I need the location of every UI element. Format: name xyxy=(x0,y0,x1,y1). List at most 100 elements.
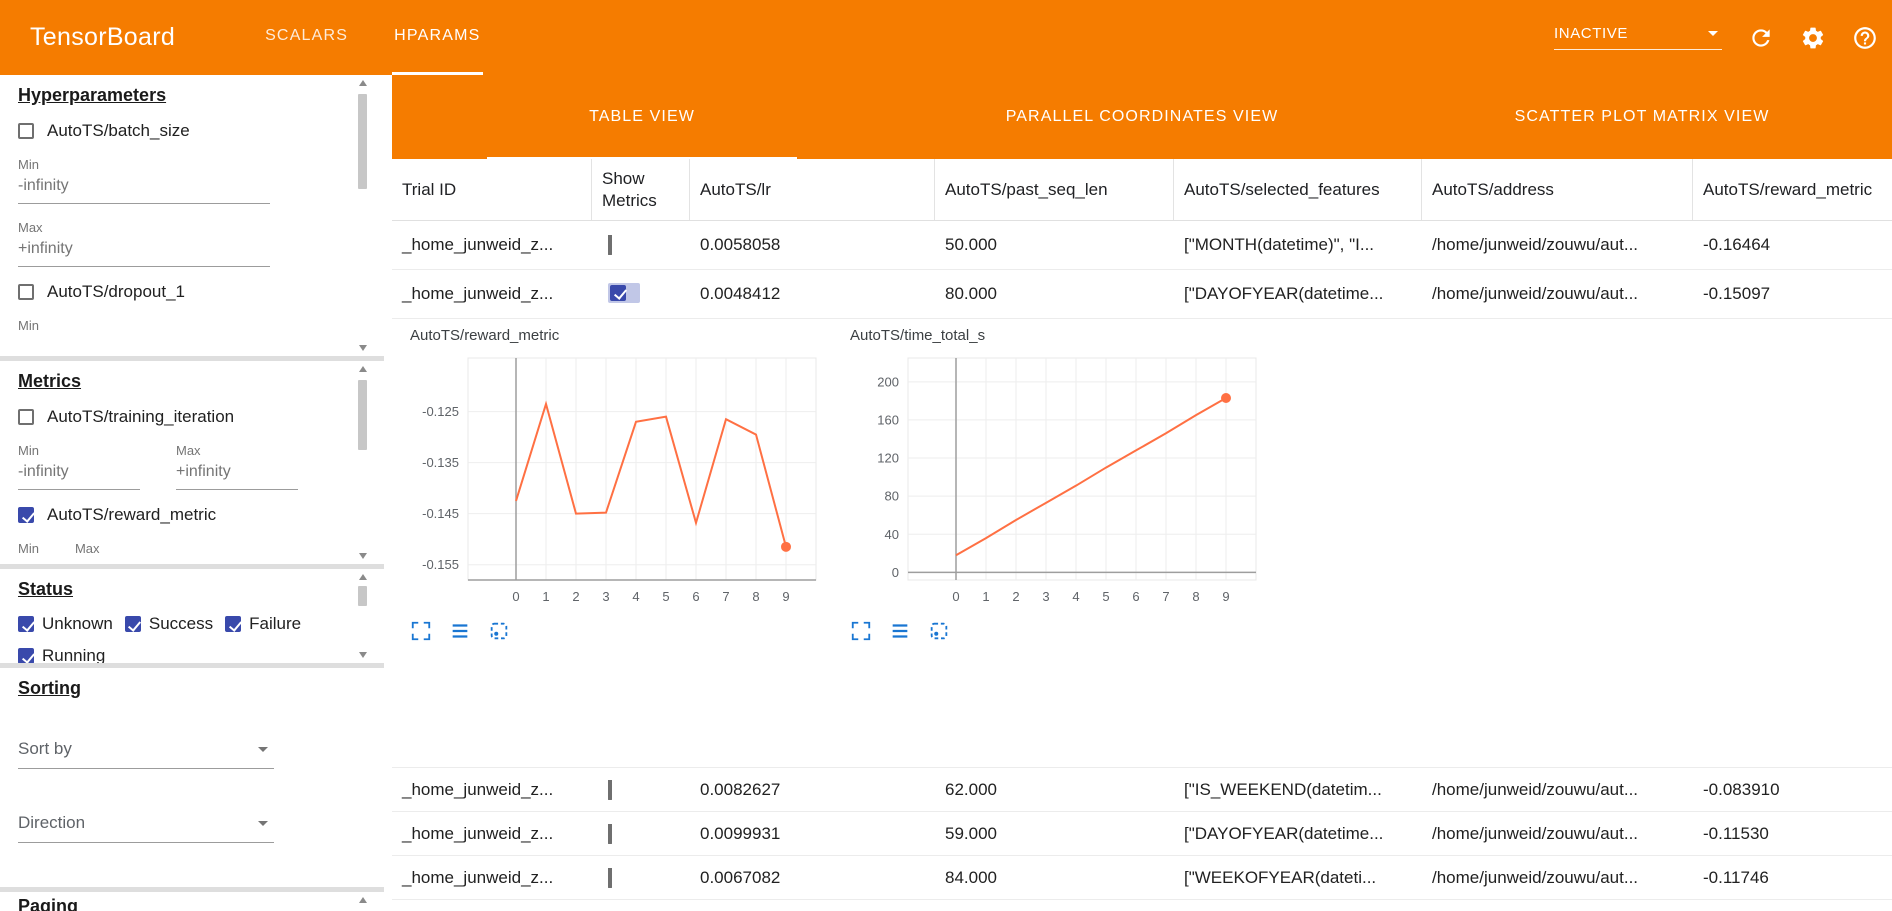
fit-domain-icon[interactable] xyxy=(488,620,510,642)
status-running-checkbox[interactable] xyxy=(18,648,34,663)
svg-text:40: 40 xyxy=(885,527,899,542)
metric-reward-label: AutoTS/reward_metric xyxy=(47,505,217,524)
status-option-running: Running xyxy=(18,646,105,663)
sorting-title: Sorting xyxy=(18,678,81,698)
svg-text:3: 3 xyxy=(1042,589,1049,604)
scrollbar[interactable] xyxy=(357,366,368,559)
column-lr: AutoTS/lr xyxy=(690,159,935,220)
hparam-dropout-label: AutoTS/dropout_1 xyxy=(47,282,185,301)
min-label: Min xyxy=(18,443,39,458)
address-cell: /home/junweid/zouwu/aut... xyxy=(1432,867,1639,887)
selected-features-cell: ["DAYOFYEAR(datetime... xyxy=(1184,823,1384,843)
expand-icon[interactable] xyxy=(410,620,432,642)
scrollbar[interactable] xyxy=(357,574,368,658)
metric-reward-checkbox[interactable] xyxy=(18,507,34,523)
status-options: Unknown Success Failure Running xyxy=(18,614,350,663)
min-label: Min xyxy=(18,541,39,556)
table-row[interactable]: _home_junweid_z... 0.0067082 84.000 ["WE… xyxy=(392,856,1892,900)
max-input[interactable] xyxy=(18,237,270,267)
show-metrics-cell xyxy=(592,282,690,306)
metrics-title: Metrics xyxy=(18,371,82,391)
column-address: AutoTS/address xyxy=(1422,159,1693,220)
selected-features-cell: ["DAYOFYEAR(datetime... xyxy=(1184,284,1384,303)
address-cell: /home/junweid/zouwu/aut... xyxy=(1432,235,1639,254)
metric-training-iteration-checkbox[interactable] xyxy=(18,409,34,425)
help-icon[interactable] xyxy=(1852,25,1878,51)
scrollbar[interactable] xyxy=(357,80,368,351)
table-row[interactable]: _home_junweid_z... 0.0048412 80.000 ["DA… xyxy=(392,270,1892,319)
past-seq-len-cell: 50.000 xyxy=(945,235,997,254)
status-option-success: Success xyxy=(124,614,214,634)
show-metrics-checkbox[interactable] xyxy=(608,867,612,888)
tab-parallel-coordinates-view[interactable]: PARALLEL COORDINATES VIEW xyxy=(1005,108,1279,125)
svg-text:5: 5 xyxy=(662,589,669,604)
settings-gear-icon[interactable] xyxy=(1800,25,1826,51)
table-row[interactable]: _home_junweid_z... 0.0058058 50.000 ["MO… xyxy=(392,221,1892,270)
show-metrics-checkbox[interactable] xyxy=(608,823,612,844)
lr-cell: 0.0048412 xyxy=(700,284,781,303)
max-input[interactable] xyxy=(176,460,298,490)
show-metrics-checkbox[interactable] xyxy=(610,284,626,301)
scrollbar-thumb[interactable] xyxy=(358,586,367,606)
chevron-down-icon xyxy=(258,820,268,826)
scrollbar-thumb[interactable] xyxy=(358,380,367,450)
tab-scatter-plot-matrix-view[interactable]: SCATTER PLOT MATRIX VIEW xyxy=(1514,108,1770,125)
hparam-batch-size-checkbox[interactable] xyxy=(18,123,34,139)
sort-by-select[interactable]: Sort by xyxy=(18,739,274,769)
reward-metric-line-chart[interactable]: -0.125 -0.135 -0.145 -0.155 0 1 2 3 4 5 6 7 8 9 xyxy=(404,346,828,614)
table-row[interactable]: _home_junweid_z... 0.0082627 62.000 ["IS… xyxy=(392,768,1892,812)
scroll-up-icon[interactable] xyxy=(358,574,367,580)
scroll-down-icon[interactable] xyxy=(358,553,367,559)
past-seq-len-cell: 80.000 xyxy=(945,284,997,303)
reward-metric-cell: -0.11530 xyxy=(1703,823,1769,843)
direction-select[interactable]: Direction xyxy=(18,813,274,843)
chart-title: AutoTS/time_total_s xyxy=(850,327,986,344)
tab-hparams[interactable]: HPARAMS xyxy=(392,0,483,75)
address-cell: /home/junweid/zouwu/aut... xyxy=(1432,284,1639,303)
min-input[interactable] xyxy=(18,174,270,204)
metrics-panel: Metrics AutoTS/training_iteration Min Ma… xyxy=(0,361,384,564)
tab-table-view[interactable]: TABLE VIEW xyxy=(392,75,892,159)
reload-status-dropdown[interactable]: INACTIVE xyxy=(1554,25,1722,50)
main-content: TABLE VIEW PARALLEL COORDINATES VIEW SCA… xyxy=(392,75,1892,911)
column-past-seq-len: AutoTS/past_seq_len xyxy=(935,159,1174,220)
fit-domain-icon[interactable] xyxy=(928,620,950,642)
status-unknown-checkbox[interactable] xyxy=(18,616,34,632)
hparam-dropout-checkbox[interactable] xyxy=(18,284,34,300)
data-table-icon[interactable] xyxy=(449,620,471,642)
svg-text:-0.155: -0.155 xyxy=(422,557,459,572)
scroll-down-icon[interactable] xyxy=(358,652,367,658)
status-failure-label: Failure xyxy=(249,614,302,633)
scroll-up-icon[interactable] xyxy=(358,80,367,86)
status-failure-checkbox[interactable] xyxy=(225,616,242,632)
show-metrics-checkbox[interactable] xyxy=(608,235,612,255)
table-row[interactable]: _home_junweid_z... 0.0099931 59.000 ["DA… xyxy=(392,812,1892,856)
svg-text:80: 80 xyxy=(885,489,899,504)
status-option-failure: Failure xyxy=(225,614,301,634)
refresh-icon[interactable] xyxy=(1748,25,1774,51)
metric-training-iteration-label: AutoTS/training_iteration xyxy=(47,407,235,426)
address-cell: /home/junweid/zouwu/aut... xyxy=(1432,779,1639,799)
show-metrics-checkbox[interactable] xyxy=(608,779,612,800)
data-table-icon[interactable] xyxy=(889,620,911,642)
scroll-up-icon[interactable] xyxy=(358,366,367,372)
scroll-up-icon[interactable] xyxy=(358,897,367,903)
svg-text:160: 160 xyxy=(877,412,899,427)
scrollbar-thumb[interactable] xyxy=(358,94,367,189)
status-success-label: Success xyxy=(148,614,214,633)
svg-text:7: 7 xyxy=(722,589,729,604)
sort-by-value: Sort by xyxy=(18,739,72,758)
column-reward-metric: AutoTS/reward_metric xyxy=(1703,179,1873,199)
status-panel: Status Unknown Success Failure xyxy=(0,569,384,663)
svg-text:0: 0 xyxy=(892,565,899,580)
status-success-checkbox[interactable] xyxy=(124,616,141,632)
scrollbar[interactable] xyxy=(357,897,368,906)
min-input[interactable] xyxy=(18,460,140,490)
trial-id-cell: _home_junweid_z... xyxy=(402,867,554,887)
scroll-down-icon[interactable] xyxy=(358,345,367,351)
time-total-line-chart[interactable]: 0 40 80 120 160 200 0 1 2 3 4 5 6 7 8 9 xyxy=(844,346,1268,614)
expand-icon[interactable] xyxy=(850,620,872,642)
reload-status-value: INACTIVE xyxy=(1554,25,1628,42)
tab-scalars[interactable]: SCALARS xyxy=(265,27,349,44)
trial-id-cell: _home_junweid_z... xyxy=(402,284,554,303)
